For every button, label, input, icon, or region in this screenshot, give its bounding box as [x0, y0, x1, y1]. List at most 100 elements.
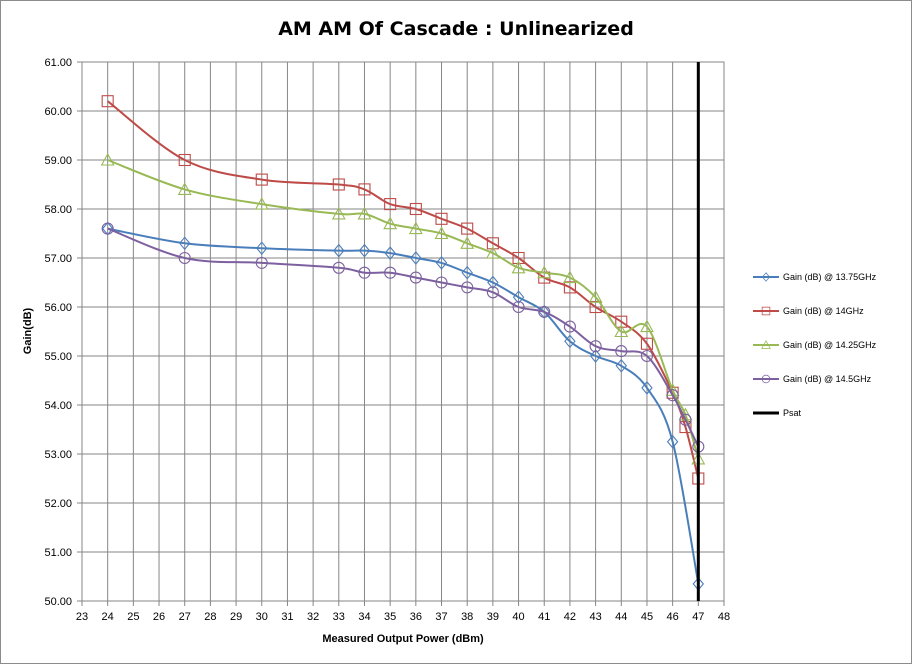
gridlines: [77, 61, 725, 606]
data-point: [460, 236, 475, 249]
x-tick-label: 35: [384, 611, 396, 623]
series-0: [101, 221, 705, 591]
data-point: [563, 281, 576, 294]
data-point: [485, 245, 500, 259]
data-point: [615, 345, 628, 358]
data-point: [563, 320, 576, 333]
y-tick-label: 51.00: [44, 547, 72, 559]
legend-marker: [761, 306, 771, 316]
data-point: [666, 389, 679, 402]
data-point: [357, 206, 372, 220]
data-point: [384, 198, 397, 211]
data-point: [615, 358, 627, 373]
y-tick-label: 54.00: [44, 400, 72, 412]
x-tick-label: 33: [333, 611, 345, 623]
data-point: [358, 266, 371, 279]
data-point: [537, 265, 552, 279]
series-line: [107, 227, 700, 585]
data-point: [435, 256, 448, 270]
x-tick-label: 47: [692, 611, 704, 623]
data-point: [332, 261, 345, 274]
legend-item: Gain (dB) @ 14.5GHz: [753, 374, 872, 384]
data-point: [487, 275, 499, 290]
x-tick-label: 44: [615, 611, 627, 623]
data-point: [640, 319, 654, 333]
data-point: [589, 300, 602, 314]
x-tick-label: 45: [641, 611, 653, 623]
data-point: [384, 266, 397, 279]
y-tick-label: 55.00: [44, 351, 72, 363]
data-point: [177, 182, 192, 195]
data-point: [589, 340, 602, 353]
legend-marker: [761, 339, 771, 349]
y-tick-label: 60.00: [44, 106, 72, 118]
data-point: [461, 281, 474, 294]
data-point: [461, 222, 474, 235]
data-point: [589, 349, 602, 363]
data-point: [101, 222, 114, 235]
x-tick-label: 43: [589, 611, 601, 623]
data-point: [562, 270, 577, 284]
data-point: [100, 152, 115, 166]
y-tick-label: 50.00: [44, 596, 72, 608]
data-point: [409, 271, 422, 284]
y-tick-label: 52.00: [44, 498, 72, 510]
data-point: [435, 212, 448, 225]
data-point: [512, 300, 525, 314]
data-point: [255, 256, 268, 269]
x-tick-label: 29: [230, 611, 242, 623]
x-tick-label: 41: [538, 611, 550, 623]
y-axis-label: Gain(dB): [22, 307, 34, 354]
legend-item: Psat: [753, 408, 802, 418]
tick-labels: 23 24 25 26 27 28 29 30 31 32 33 34 35 36 37 38 39 40 41 42…: [44, 57, 730, 623]
legend-label: Gain (dB) @ 14.25GHz: [783, 340, 877, 350]
x-tick-label: 27: [179, 611, 191, 623]
data-point: [254, 196, 269, 210]
legend-item: Gain (dB) @ 14GHz: [753, 306, 864, 316]
data-point: [512, 251, 525, 265]
x-tick-label: 38: [461, 611, 473, 623]
y-tick-label: 59.00: [44, 155, 72, 167]
legend-label: Gain (dB) @ 13.75GHz: [783, 272, 877, 282]
x-tick-label: 31: [281, 611, 293, 623]
data-point: [435, 276, 448, 289]
data-point: [640, 349, 654, 363]
data-point: [256, 241, 268, 256]
series-line: [107, 227, 700, 448]
series-layer: [100, 62, 706, 601]
data-point: [384, 246, 396, 260]
x-tick-label: 26: [153, 611, 165, 623]
data-point: [538, 305, 551, 318]
x-tick-label: 48: [718, 611, 730, 623]
data-point: [383, 216, 398, 230]
legend-item: Gain (dB) @ 14.25GHz: [753, 339, 877, 350]
data-point: [333, 243, 345, 258]
y-tick-label: 61.00: [44, 57, 72, 69]
y-tick-label: 57.00: [44, 253, 72, 265]
x-tick-label: 32: [307, 611, 319, 623]
legend-marker: [761, 374, 771, 384]
x-tick-label: 42: [564, 611, 576, 623]
data-point: [588, 290, 603, 303]
y-tick-label: 53.00: [44, 449, 72, 461]
data-point: [409, 202, 422, 216]
series-1: [101, 95, 705, 485]
y-tick-label: 56.00: [44, 302, 72, 314]
data-point: [615, 315, 628, 328]
x-tick-label: 30: [256, 611, 268, 623]
x-tick-label: 25: [127, 611, 139, 623]
x-tick-label: 28: [204, 611, 216, 623]
legend-label: Gain (dB) @ 14GHz: [783, 306, 864, 316]
data-point: [434, 226, 449, 240]
series-3: [101, 222, 705, 453]
data-point: [178, 153, 191, 167]
data-point: [614, 324, 629, 338]
data-point: [178, 251, 191, 265]
data-point: [408, 221, 423, 235]
series-line: [107, 159, 700, 460]
data-point: [486, 237, 499, 250]
data-point: [461, 265, 473, 280]
x-tick-label: 46: [667, 611, 679, 623]
